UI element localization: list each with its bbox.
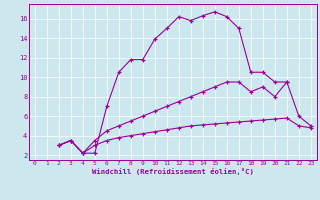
X-axis label: Windchill (Refroidissement éolien,°C): Windchill (Refroidissement éolien,°C) (92, 168, 254, 175)
